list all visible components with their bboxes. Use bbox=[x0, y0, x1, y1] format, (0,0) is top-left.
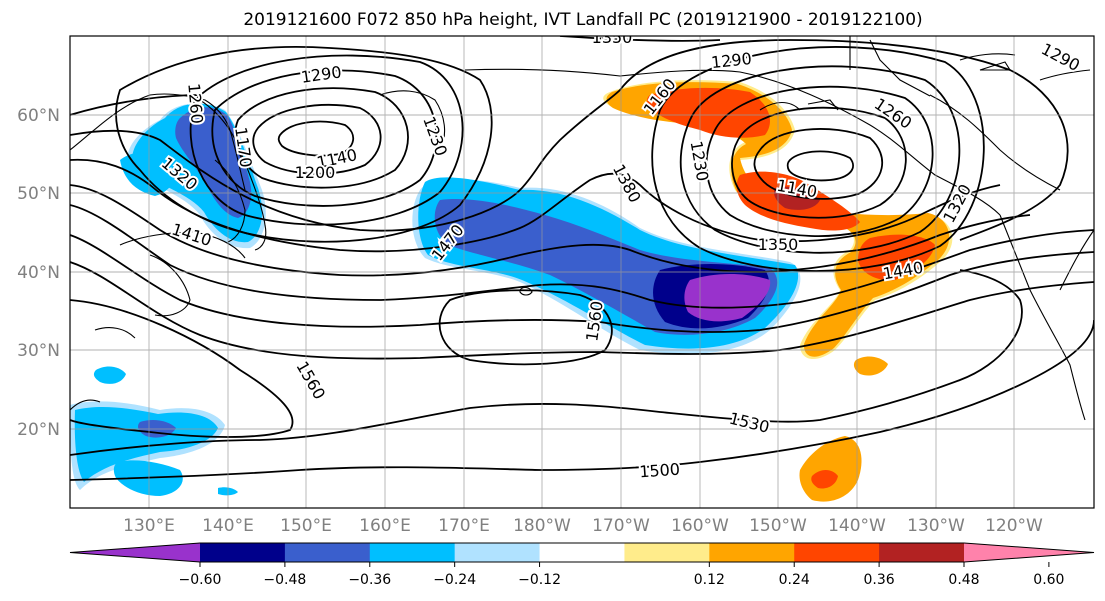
map-panel: 1290 1290 1290 1260 1170 1140 1200 1320 … bbox=[69, 28, 1095, 509]
map-frame bbox=[69, 35, 1095, 509]
lat-label-30n: 30°N bbox=[17, 341, 60, 361]
colorbar-tick-label: −0.24 bbox=[433, 572, 476, 588]
shading-purple-central bbox=[684, 274, 771, 322]
shading-orange-small bbox=[853, 356, 888, 376]
height-contours bbox=[70, 36, 1094, 481]
shading-orange-goa bbox=[606, 82, 950, 357]
colorbar-bin bbox=[284, 543, 371, 562]
colorbar-bin bbox=[709, 543, 795, 562]
lon-label-160e: 160°E bbox=[359, 516, 411, 536]
lat-label-50n: 50°N bbox=[17, 184, 60, 204]
contour-label: 1350 bbox=[592, 28, 633, 47]
colorbar-tick-label: 0.36 bbox=[864, 572, 895, 588]
figure-title: 2019121600 F072 850 hPa height, IVT Land… bbox=[243, 10, 922, 30]
lon-label-150w: 150°W bbox=[749, 516, 807, 536]
lon-label-170w: 170°W bbox=[592, 516, 650, 536]
lat-label-40n: 40°N bbox=[17, 263, 60, 283]
colorbar: −0.60 −0.48 −0.36 −0.24 −0.12 0.12 0.24 0.36 0.4… bbox=[69, 542, 1095, 588]
lon-label-130e: 130°E bbox=[123, 516, 175, 536]
lat-label-20n: 20°N bbox=[17, 420, 60, 440]
colorbar-bin bbox=[454, 543, 541, 562]
lon-label-130w: 130°W bbox=[907, 516, 965, 536]
lon-label-160w: 160°W bbox=[671, 516, 729, 536]
contour-label: 1200 bbox=[295, 163, 336, 182]
lon-label-140w: 140°W bbox=[828, 516, 886, 536]
contour-label: 1290 bbox=[300, 62, 343, 86]
ivt-shading bbox=[70, 80, 953, 502]
colorbar-extension-high bbox=[964, 543, 1094, 562]
lon-label-150e: 150°E bbox=[280, 516, 332, 536]
colorbar-bin bbox=[369, 543, 456, 562]
lon-label-120w: 120°W bbox=[985, 516, 1043, 536]
colorbar-bin bbox=[879, 543, 965, 562]
contour-label: 1350 bbox=[758, 235, 799, 254]
colorbar-tick-label: −0.60 bbox=[179, 572, 222, 588]
colorbar-bin bbox=[624, 543, 710, 562]
shading-red-subtropics bbox=[811, 470, 838, 489]
colorbar-tick-label: 0.48 bbox=[948, 572, 979, 588]
contour-label: 1260 bbox=[184, 82, 206, 124]
shading-darkred-goa bbox=[774, 186, 820, 210]
lat-label-60n: 60°N bbox=[17, 106, 60, 126]
shading-cyan-wpac bbox=[74, 407, 219, 482]
lon-label-140e: 140°E bbox=[202, 516, 254, 536]
longitude-labels: 130°E 140°E 150°E 160°E 170°E 180°W 170°… bbox=[123, 516, 1043, 536]
colorbar-tick-label: 0.24 bbox=[779, 572, 810, 588]
colorbar-extension-low bbox=[70, 543, 200, 562]
gridlines bbox=[70, 36, 1094, 508]
shading-cyan-wpac-2 bbox=[93, 366, 126, 384]
colorbar-bin bbox=[200, 543, 286, 562]
coastlines bbox=[70, 36, 1094, 421]
contour-label: 1500 bbox=[639, 460, 681, 482]
colorbar-bin bbox=[539, 543, 625, 562]
colorbar-tick-label: −0.48 bbox=[263, 572, 306, 588]
latitude-labels: 60°N 50°N 40°N 30°N 20°N bbox=[17, 106, 60, 440]
colorbar-tick-label: 0.12 bbox=[694, 572, 725, 588]
colorbar-bin bbox=[794, 543, 880, 562]
colorbar-tick-label: −0.36 bbox=[348, 572, 391, 588]
colorbar-tick-label: −0.12 bbox=[518, 572, 561, 588]
colorbar-tick-label: 0.60 bbox=[1033, 572, 1064, 588]
lon-label-170e: 170°E bbox=[438, 516, 490, 536]
lon-label-180w: 180°W bbox=[513, 516, 571, 536]
shading-red-goa-north bbox=[647, 87, 770, 138]
